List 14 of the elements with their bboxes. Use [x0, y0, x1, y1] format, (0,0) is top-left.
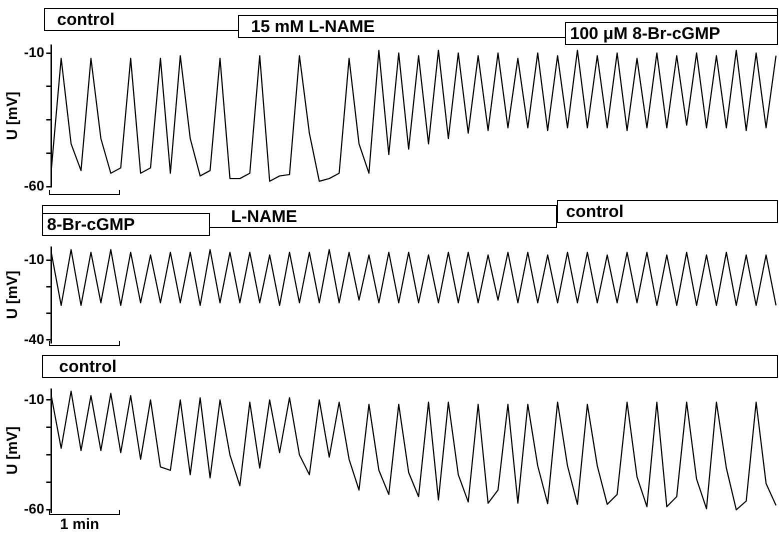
y-tick-label: -60 — [24, 177, 44, 194]
y-tick-label: -10 — [24, 251, 44, 268]
y-tick-label: -10 — [24, 390, 44, 407]
y-axis-title: U [mV] — [4, 426, 22, 475]
application-box: 8-Br-cGMP — [42, 213, 210, 236]
application-box: control — [42, 355, 778, 378]
y-tick-label: -10 — [24, 44, 44, 60]
text: 1 min — [60, 516, 100, 533]
y-tick-label: -60 — [24, 500, 44, 517]
application-box: 100 μM 8-Br-cGMP — [565, 22, 778, 45]
application-box: control — [557, 200, 778, 223]
y-axis-title: U [mV] — [4, 92, 22, 140]
y-axis-title: U [mV] — [4, 270, 22, 319]
y-tick-label: -40 — [24, 330, 44, 347]
